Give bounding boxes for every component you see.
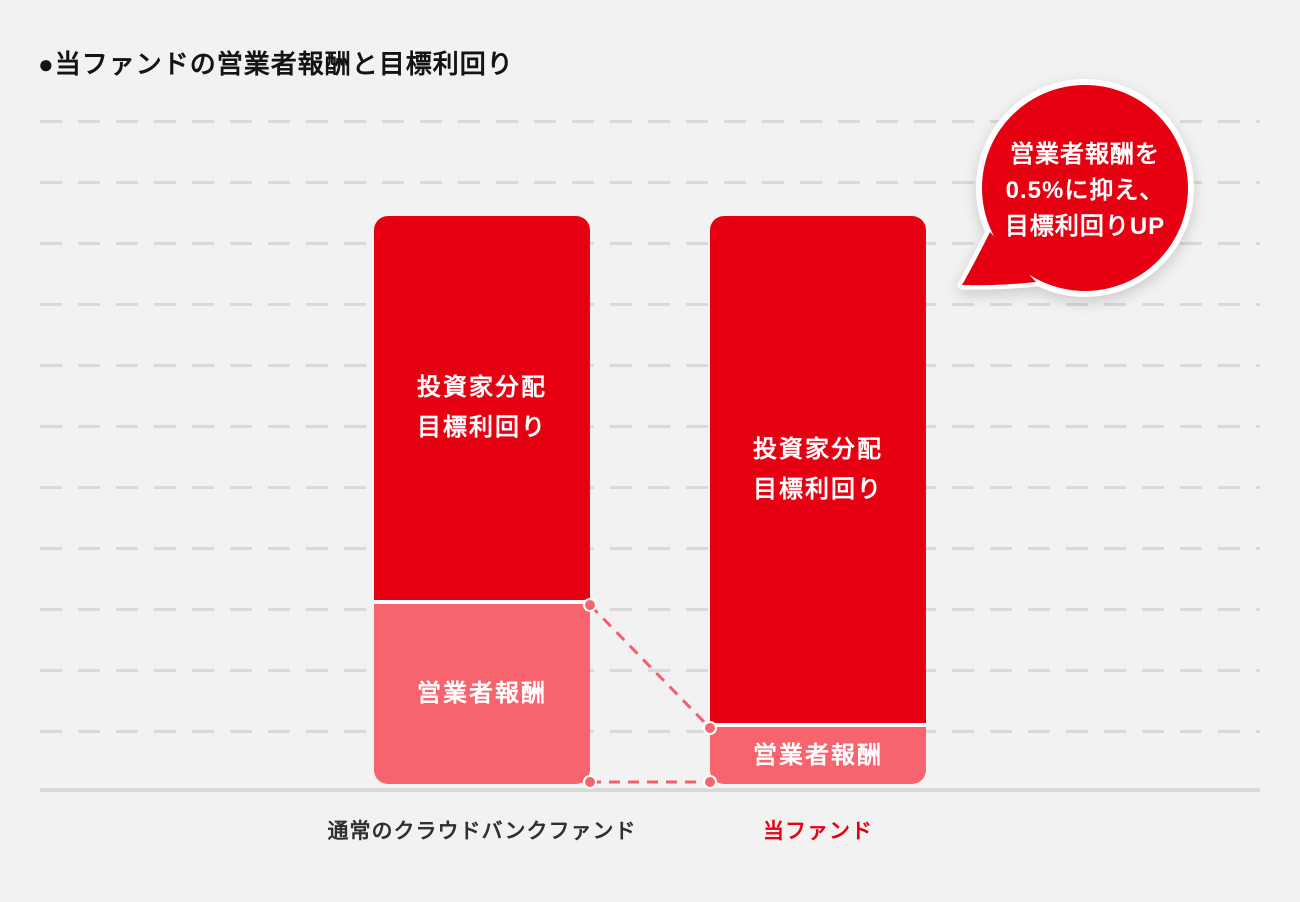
axis-baseline: [40, 788, 1260, 792]
segment-label-fee: 営業者報酬: [753, 741, 883, 769]
bar-this-fund: 投資家分配 目標利回り 営業者報酬: [710, 216, 926, 784]
segment-divider: [374, 600, 590, 604]
bubble-text-line3: 目標利回りUP: [1004, 213, 1166, 240]
bubble-text-line1: 営業者報酬を: [1010, 141, 1160, 168]
gridline: [40, 303, 1260, 306]
gridline: [40, 730, 1260, 733]
x-label-this-fund: 当ファンド: [763, 820, 873, 843]
segment-label-yield-line1: 投資家分配: [753, 435, 883, 463]
gridline: [40, 181, 1260, 184]
gridline: [40, 669, 1260, 672]
bar-normal-fund: 投資家分配 目標利回り 営業者報酬: [374, 216, 590, 784]
gridline: [40, 608, 1260, 611]
gridline: [40, 242, 1260, 245]
x-label-normal-fund: 通常のクラウドバンクファンド: [327, 820, 637, 843]
segment-label-yield-line2: 目標利回り: [417, 414, 547, 441]
gridline: [40, 425, 1260, 428]
segment-label-fee: 営業者報酬: [417, 680, 547, 707]
gridline: [40, 120, 1260, 123]
speech-bubble-text: 営業者報酬を 0.5%に抑え、 目標利回りUP: [985, 137, 1185, 245]
chart-title: ●当ファンドの営業者報酬と目標利回り: [38, 49, 514, 79]
segment-label-yield-line1: 投資家分配: [417, 374, 547, 401]
segment-investor-yield-normal: 投資家分配 目標利回り: [374, 216, 590, 600]
gridline: [40, 547, 1260, 550]
segment-operator-fee-this: 営業者報酬: [710, 727, 926, 784]
segment-divider: [710, 723, 926, 727]
segment-label-yield-line2: 目標利回り: [753, 475, 883, 503]
gridline: [40, 364, 1260, 367]
bubble-text-line2: 0.5%に抑え、: [1005, 177, 1165, 204]
segment-investor-yield-this: 投資家分配 目標利回り: [710, 216, 926, 723]
gridline: [40, 486, 1260, 489]
connector-line-fee-top: [588, 603, 712, 730]
segment-operator-fee-normal: 営業者報酬: [374, 604, 590, 784]
